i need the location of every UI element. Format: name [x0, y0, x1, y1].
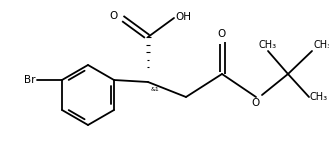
Text: &1: &1 [151, 87, 160, 92]
Text: O: O [110, 11, 118, 21]
Text: O: O [252, 98, 260, 108]
Text: CH₃: CH₃ [313, 40, 329, 50]
Text: CH₃: CH₃ [310, 92, 328, 102]
Text: O: O [218, 29, 226, 39]
Text: CH₃: CH₃ [259, 40, 277, 50]
Text: Br: Br [23, 75, 35, 85]
Text: OH: OH [175, 12, 191, 22]
